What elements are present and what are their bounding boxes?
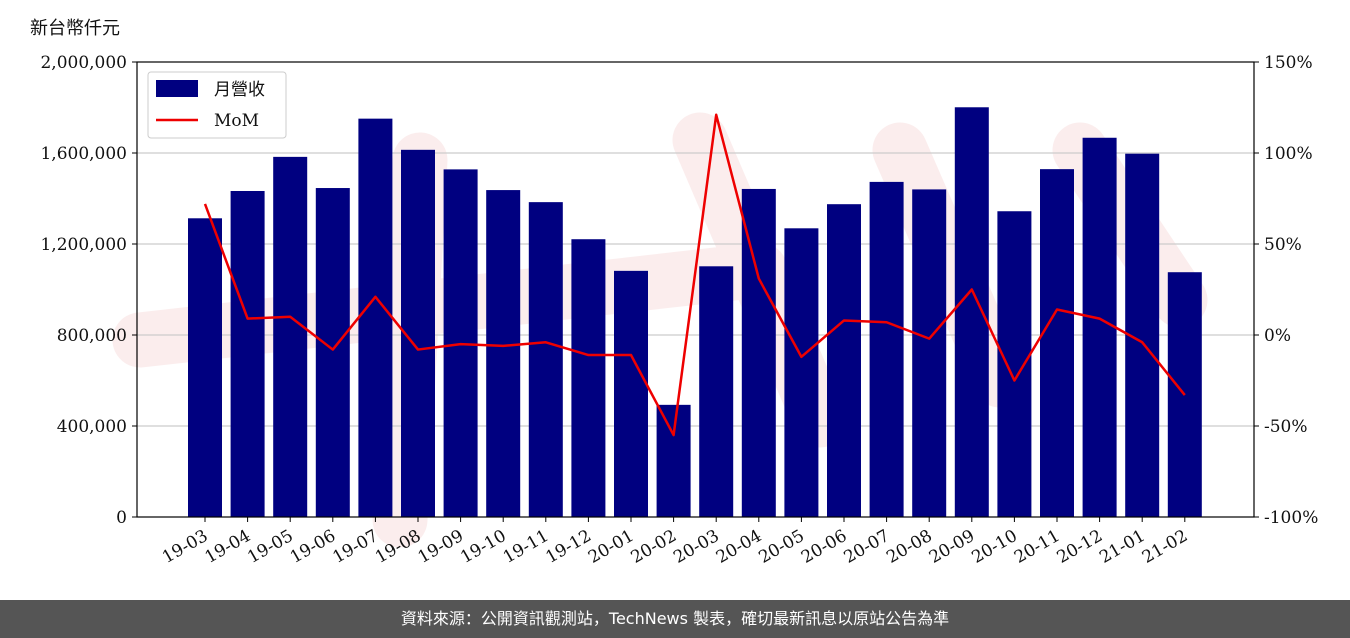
x-tick-label: 19-11 [500,526,552,568]
x-tick-label: 20-05 [755,526,807,568]
legend-label-revenue: 月營收 [214,80,265,100]
x-tick-label: 20-12 [1054,526,1106,568]
x-tick-label: 20-08 [883,526,935,568]
bar-20-02 [656,404,691,517]
plot-frame [136,61,1255,518]
bar-19-11 [528,202,563,517]
bar-19-08 [401,149,435,517]
bar-20-10 [997,211,1032,518]
bar-20-05 [784,228,819,518]
x-tick-label: 19-12 [542,526,594,568]
y2-tick-label: 150% [1264,53,1313,73]
x-tick-label: 19-07 [329,526,381,568]
legend-swatch-revenue [156,80,198,97]
y2-tick-label: 100% [1264,144,1313,164]
bar-20-03 [699,266,734,517]
x-tick-label: 19-05 [244,526,296,568]
x-tick-label: 20-11 [1011,526,1063,568]
y-tick-label: 1,600,000 [40,144,127,164]
y-tick-label: 1,200,000 [40,235,127,255]
bar-19-07 [358,118,393,518]
x-tick-label: 20-07 [841,526,893,568]
bar-19-06 [315,188,350,517]
mom-line [203,113,1186,437]
y2-tick-label: 0% [1264,326,1291,346]
x-tick-label: 20-06 [798,526,850,568]
legend: 月營收 MoM [147,71,287,139]
bar-19-12 [571,239,606,517]
y-tick-label: 0 [116,508,127,528]
revenue-chart: 0 400,000 800,000 1,200,000 1,600,000 2,000,0… [40,53,1318,568]
x-tick-label: 20-09 [926,526,978,568]
x-tick-label: 21-01 [1096,526,1148,568]
bar-19-10 [486,190,521,517]
bar-20-06 [827,204,861,517]
source-footer: 資料來源：公開資訊觀測站，TechNews 製表，確切最新訊息以原站公告為準 [0,600,1350,638]
legend-label-mom: MoM [214,111,259,131]
x-tick-label: 21-02 [1139,526,1191,568]
bar-20-01 [614,270,648,517]
bar-20-07 [869,181,904,517]
y2-tick-label: -100% [1264,508,1318,528]
x-tick-label: 20-10 [968,526,1020,568]
bar-20-04 [741,188,776,517]
mom-line-layer [203,113,1186,437]
y-tick-label: 800,000 [57,326,127,346]
x-tick-label: 19-03 [159,526,211,568]
bar-20-08 [912,189,947,517]
bar-19-04 [230,190,265,517]
y-axis-unit-label: 新台幣仟元 [30,18,120,39]
y-tick-label: 2,000,000 [40,53,127,73]
bar-19-03 [188,218,222,518]
bar-20-11 [1040,169,1074,517]
x-tick-label: 20-01 [585,526,637,568]
bar-20-12 [1082,137,1117,517]
x-tick-label: 20-02 [628,526,680,568]
x-tick-label: 19-04 [202,526,254,568]
bars [188,107,1202,518]
x-tick-label: 20-04 [713,526,765,568]
x-tick-label: 19-06 [287,526,339,568]
y-tick-label: 400,000 [57,417,127,437]
x-tick-label: 20-03 [670,526,722,568]
y2-tick-label: 50% [1264,235,1302,255]
x-tick-label: 19-10 [457,526,509,568]
bar-19-05 [273,156,308,517]
y2-tick-label: -50% [1264,417,1308,437]
